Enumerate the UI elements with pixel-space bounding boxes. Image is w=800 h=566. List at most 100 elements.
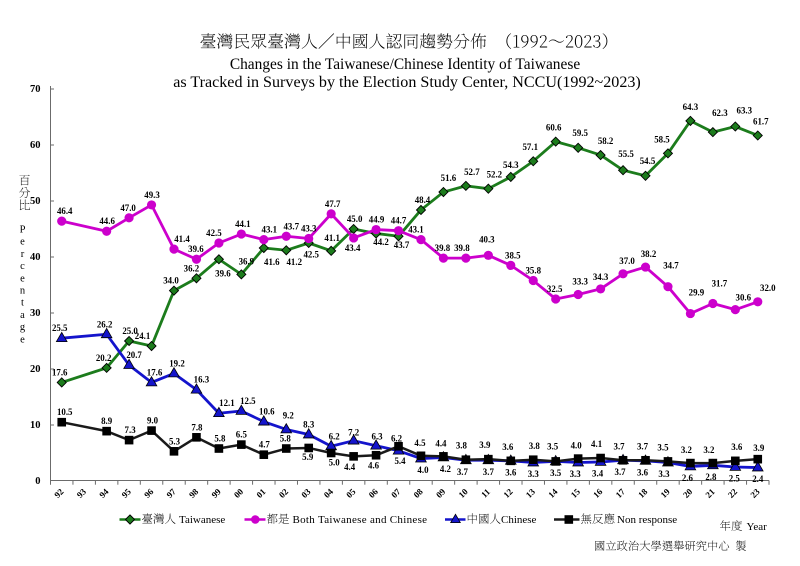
svg-text:32.0: 32.0	[760, 283, 776, 293]
svg-text:5.4: 5.4	[394, 456, 406, 466]
svg-text:4.5: 4.5	[414, 438, 426, 448]
svg-text:r: r	[21, 249, 25, 260]
svg-text:5.8: 5.8	[214, 434, 226, 444]
svg-text:12.5: 12.5	[240, 396, 256, 406]
svg-text:3.7: 3.7	[615, 467, 627, 477]
svg-text:10: 10	[30, 420, 41, 431]
svg-text:as Tracked in Surveys by the E: as Tracked in Surveys by the Election St…	[173, 74, 641, 91]
svg-text:4.4: 4.4	[344, 462, 356, 472]
svg-text:43.1: 43.1	[262, 225, 278, 235]
svg-text:54.5: 54.5	[640, 156, 656, 166]
svg-text:a: a	[20, 310, 25, 321]
svg-text:4.0: 4.0	[571, 441, 583, 451]
svg-text:39.8: 39.8	[454, 243, 470, 253]
svg-text:4.6: 4.6	[368, 461, 380, 471]
svg-text:4.7: 4.7	[259, 440, 271, 450]
svg-text:3.7: 3.7	[614, 441, 626, 451]
svg-text:44.7: 44.7	[391, 216, 407, 226]
svg-text:31.7: 31.7	[712, 278, 728, 288]
svg-text:44.1: 44.1	[235, 219, 251, 229]
svg-text:3.5: 3.5	[657, 442, 669, 452]
svg-text:5.9: 5.9	[302, 452, 314, 462]
svg-text:2.6: 2.6	[682, 473, 694, 483]
svg-text:47.7: 47.7	[325, 199, 341, 209]
svg-text:t: t	[21, 298, 24, 309]
svg-text:20.7: 20.7	[126, 350, 142, 360]
svg-text:8.3: 8.3	[303, 420, 315, 430]
svg-text:Year: Year	[747, 521, 768, 533]
svg-text:57.1: 57.1	[522, 142, 538, 152]
svg-text:38.2: 38.2	[641, 249, 657, 259]
svg-text:3.7: 3.7	[637, 441, 649, 451]
svg-text:9.0: 9.0	[147, 416, 159, 426]
svg-text:48.4: 48.4	[415, 195, 431, 205]
svg-text:54.3: 54.3	[503, 160, 519, 170]
svg-text:29.9: 29.9	[689, 288, 705, 298]
svg-text:3.6: 3.6	[505, 467, 517, 477]
svg-text:33.3: 33.3	[572, 277, 588, 287]
svg-text:e: e	[20, 273, 25, 284]
svg-text:5.8: 5.8	[280, 434, 292, 444]
svg-text:19.2: 19.2	[169, 358, 185, 368]
svg-text:3.8: 3.8	[529, 441, 541, 451]
svg-text:3.4: 3.4	[592, 468, 604, 478]
svg-text:63.3: 63.3	[737, 106, 753, 116]
svg-text:c: c	[20, 261, 25, 272]
svg-text:10.5: 10.5	[57, 407, 73, 417]
svg-text:49.3: 49.3	[144, 190, 160, 200]
svg-text:7.2: 7.2	[348, 428, 360, 438]
svg-text:4.4: 4.4	[435, 438, 447, 448]
svg-text:3.6: 3.6	[502, 442, 514, 452]
svg-text:3.3: 3.3	[570, 469, 582, 479]
svg-text:2.5: 2.5	[729, 474, 741, 484]
svg-text:3.7: 3.7	[483, 467, 495, 477]
svg-text:3.6: 3.6	[731, 442, 743, 452]
svg-text:34.7: 34.7	[663, 261, 679, 271]
svg-text:20: 20	[30, 364, 41, 375]
svg-text:41.1: 41.1	[324, 233, 340, 243]
svg-text:7.8: 7.8	[191, 422, 203, 432]
svg-text:3.3: 3.3	[528, 469, 540, 479]
svg-text:5.0: 5.0	[329, 458, 341, 468]
svg-text:25.0: 25.0	[122, 326, 138, 336]
svg-text:6.2: 6.2	[329, 431, 341, 441]
svg-text:3.9: 3.9	[753, 443, 765, 453]
svg-text:44.6: 44.6	[99, 216, 115, 226]
svg-text:0: 0	[35, 476, 40, 487]
svg-text:7.3: 7.3	[125, 425, 137, 435]
svg-text:43.7: 43.7	[394, 240, 410, 250]
svg-text:35.8: 35.8	[525, 266, 541, 276]
svg-text:3.3: 3.3	[658, 469, 670, 479]
svg-text:3.5: 3.5	[550, 468, 562, 478]
svg-text:58.2: 58.2	[598, 136, 614, 146]
svg-text:43.4: 43.4	[345, 243, 361, 253]
svg-text:39.8: 39.8	[435, 243, 451, 253]
svg-text:32.5: 32.5	[547, 284, 563, 294]
svg-text:55.5: 55.5	[618, 149, 634, 159]
svg-text:24.1: 24.1	[135, 331, 151, 341]
svg-text:Changes in the Taiwanese/Chine: Changes in the Taiwanese/Chinese Identit…	[230, 56, 580, 73]
svg-text:3.6: 3.6	[637, 467, 649, 477]
svg-text:61.7: 61.7	[753, 116, 769, 126]
svg-text:36.9: 36.9	[239, 256, 255, 266]
svg-text:52.2: 52.2	[487, 170, 503, 180]
svg-text:37.0: 37.0	[619, 256, 635, 266]
svg-text:e: e	[20, 334, 25, 345]
svg-text:9.2: 9.2	[283, 410, 295, 420]
svg-text:2.8: 2.8	[705, 472, 717, 482]
svg-text:50: 50	[30, 196, 41, 207]
svg-text:Taiwanese: Taiwanese	[179, 514, 225, 526]
svg-text:6.2: 6.2	[391, 433, 403, 443]
svg-text:12.1: 12.1	[219, 398, 235, 408]
svg-text:40.3: 40.3	[479, 234, 495, 244]
svg-text:4.0: 4.0	[417, 465, 429, 475]
svg-text:41.4: 41.4	[174, 234, 190, 244]
svg-text:44.2: 44.2	[373, 237, 389, 247]
svg-text:6.5: 6.5	[236, 430, 248, 440]
svg-text:16.3: 16.3	[194, 375, 210, 385]
svg-text:43.3: 43.3	[301, 224, 317, 234]
svg-text:26.2: 26.2	[97, 319, 113, 329]
svg-text:3.8: 3.8	[456, 441, 468, 451]
svg-text:20.2: 20.2	[96, 353, 112, 363]
svg-text:41.6: 41.6	[264, 257, 280, 267]
